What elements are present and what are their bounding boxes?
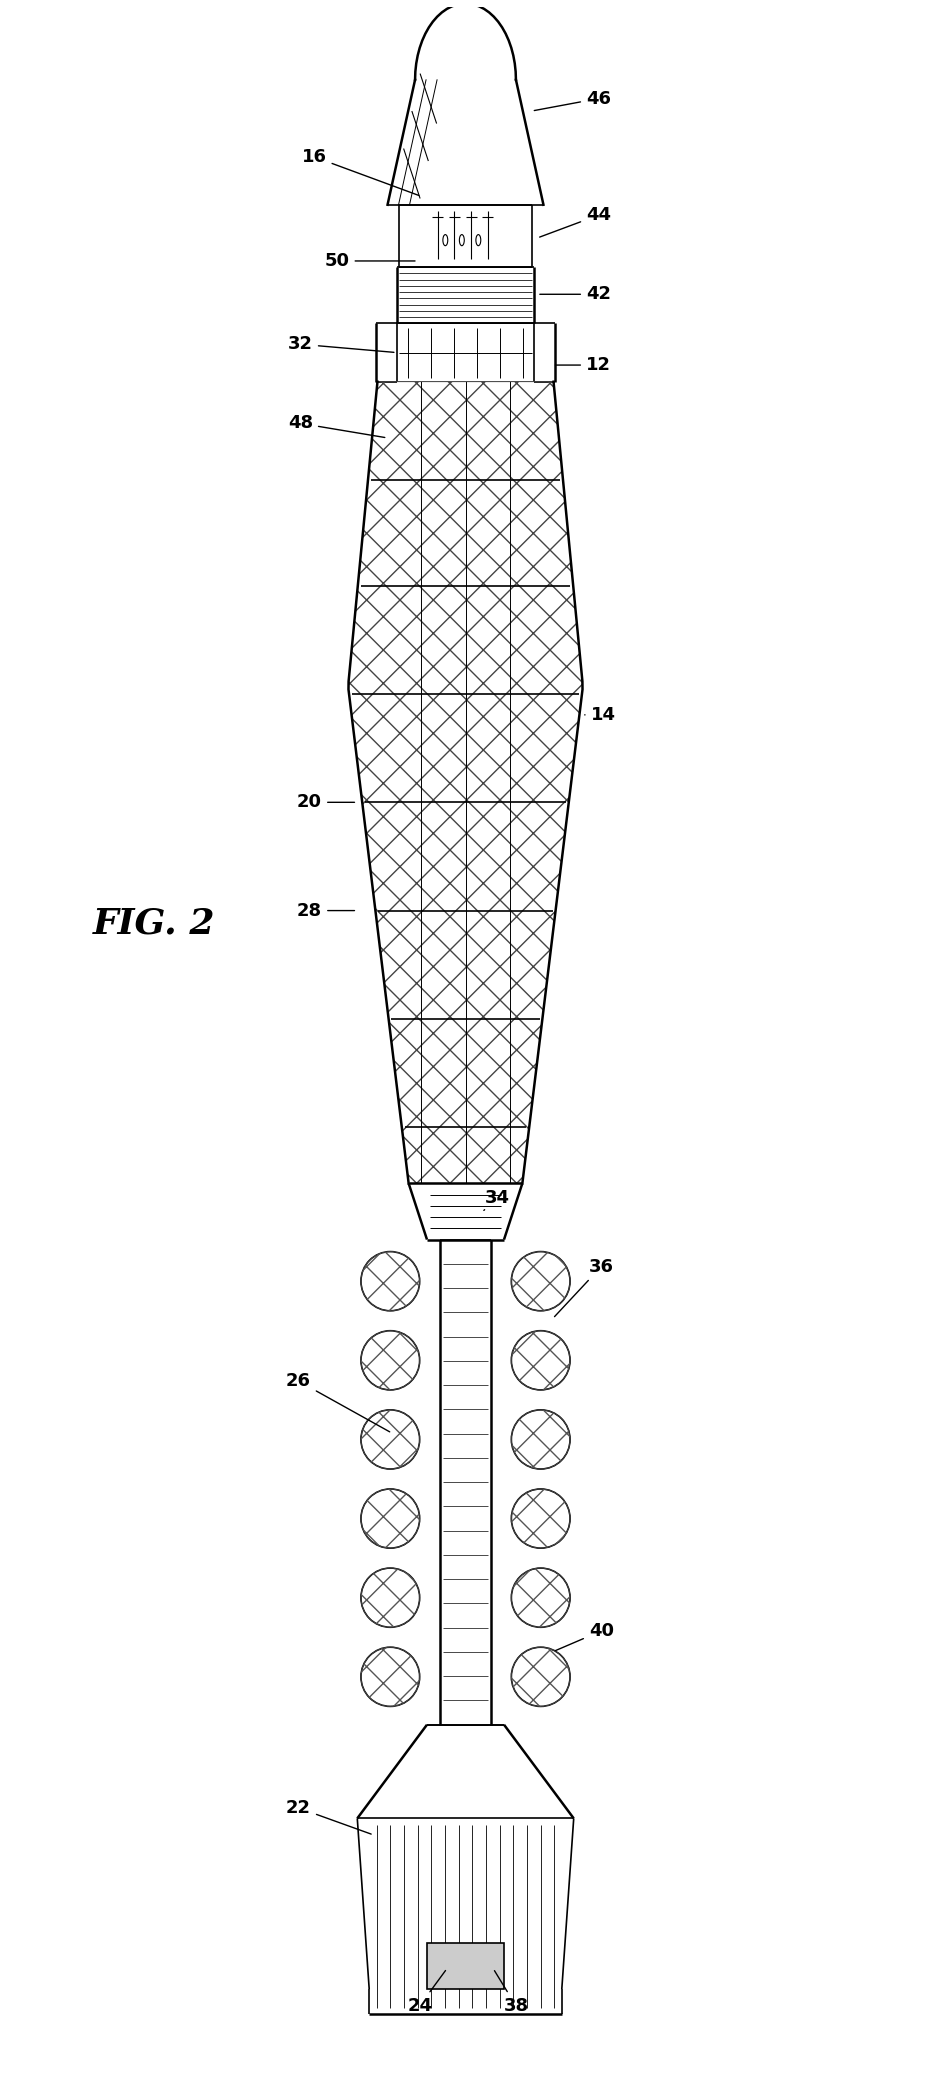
Polygon shape — [358, 1725, 573, 2014]
Text: 48: 48 — [288, 415, 385, 438]
Bar — [429, 1186, 502, 1237]
Text: 40: 40 — [555, 1622, 614, 1652]
Ellipse shape — [511, 1251, 570, 1310]
Text: 44: 44 — [540, 205, 611, 237]
Text: 24: 24 — [407, 1970, 446, 2014]
Text: 36: 36 — [555, 1258, 614, 1316]
Text: 22: 22 — [286, 1798, 371, 1834]
Text: 20: 20 — [297, 792, 355, 811]
Ellipse shape — [361, 1331, 420, 1390]
Ellipse shape — [511, 1411, 570, 1469]
Ellipse shape — [511, 1647, 570, 1706]
Ellipse shape — [511, 1488, 570, 1549]
Text: 28: 28 — [297, 901, 355, 920]
Ellipse shape — [361, 1251, 420, 1310]
Text: 16: 16 — [302, 149, 419, 195]
Ellipse shape — [361, 1647, 420, 1706]
Text: 32: 32 — [288, 335, 394, 354]
Text: 34: 34 — [484, 1188, 510, 1209]
Text: 50: 50 — [325, 252, 415, 270]
Text: 38: 38 — [494, 1970, 529, 2014]
Ellipse shape — [511, 1331, 570, 1390]
Text: 42: 42 — [540, 285, 611, 304]
Bar — [397, 323, 534, 381]
Text: 12: 12 — [556, 356, 611, 373]
Ellipse shape — [511, 1568, 570, 1626]
Text: 26: 26 — [286, 1373, 390, 1432]
Bar — [397, 266, 534, 323]
Polygon shape — [387, 4, 544, 205]
Polygon shape — [348, 381, 583, 1184]
Bar — [427, 1943, 504, 1989]
Bar — [399, 205, 532, 266]
Text: 14: 14 — [585, 706, 615, 723]
Text: 46: 46 — [534, 90, 611, 111]
Bar — [441, 1239, 490, 1725]
Ellipse shape — [361, 1488, 420, 1549]
Ellipse shape — [361, 1411, 420, 1469]
Ellipse shape — [361, 1568, 420, 1626]
Text: FIG. 2: FIG. 2 — [92, 905, 215, 941]
